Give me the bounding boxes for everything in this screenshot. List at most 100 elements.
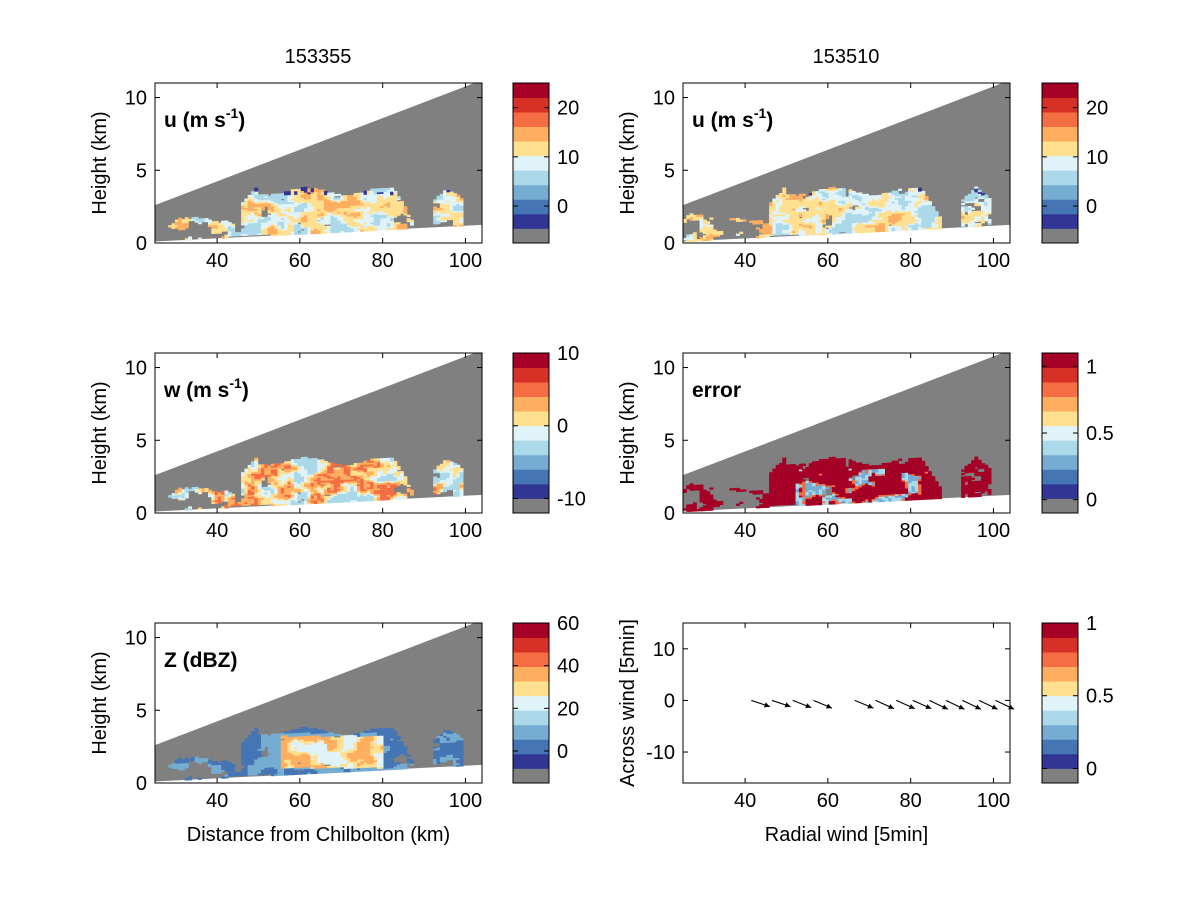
chart-w-153355-cell xyxy=(287,468,292,471)
chart-u-153355-cell xyxy=(456,194,461,197)
chart-w-153355-cell xyxy=(403,495,408,498)
chart-u-153510-cell xyxy=(858,195,863,199)
chart-w-153355-cell xyxy=(350,492,355,496)
chart-u-153355-cell xyxy=(327,192,332,195)
chart-u-153510-cell xyxy=(871,205,876,208)
chart-w-153355-cell xyxy=(370,477,375,481)
chart-u-153510-cell xyxy=(789,211,793,214)
chart-u-153355-cell xyxy=(386,215,391,218)
chart-error-153510-cell xyxy=(825,458,830,462)
chart-error-153510-cell xyxy=(832,477,836,480)
chart-u-153510-cell xyxy=(868,214,873,217)
chart-u-153355-cell xyxy=(433,216,438,220)
chart-w-153355-cell xyxy=(284,487,288,490)
chart-w-153355-cell xyxy=(449,473,454,477)
chart-u-153355-cell xyxy=(277,224,282,228)
chart-w-153355-cell xyxy=(284,461,288,464)
chart-u-153510-cell xyxy=(838,205,843,208)
chart-u-153355-cell xyxy=(340,197,345,200)
chart-u-153510-cell xyxy=(871,221,876,224)
chart-w-153355-cell xyxy=(254,480,259,483)
chart-u-153510-cell xyxy=(914,196,919,199)
chart-w-153355-cell xyxy=(261,490,265,493)
chart-w-153355-cell xyxy=(449,479,454,482)
chart-u-153510-cell xyxy=(855,218,860,222)
chart-u-153355-cell xyxy=(313,219,318,222)
chart-w-153355-cell xyxy=(400,471,404,474)
chart-u-153510-cell xyxy=(848,212,853,215)
chart-u-153510-cell xyxy=(802,204,807,207)
chart-u-153510-cell xyxy=(841,205,846,208)
chart-w-153355-cell xyxy=(224,494,229,497)
chart-w-153355-cell xyxy=(370,495,375,498)
chart-error-153510-cell xyxy=(858,464,863,467)
chart-u-153510-cell xyxy=(772,221,777,224)
chart-error-153510-cell xyxy=(798,469,803,472)
chart-w-153355-cell xyxy=(244,487,249,491)
chart-error-153510-cell xyxy=(785,501,790,504)
chart-u-153510-cell xyxy=(841,219,846,222)
chart-w-153355-cell xyxy=(254,494,259,497)
chart-w-153355-cell xyxy=(357,475,361,478)
chart-error-153510-cell xyxy=(808,499,813,503)
chart-w-153355-cell xyxy=(254,482,259,485)
chart-w-153355-cell xyxy=(317,496,322,499)
chart-u-153510-cell xyxy=(686,234,691,237)
chart-u-153510-cell xyxy=(805,205,810,208)
chart-w-153355-cell xyxy=(363,476,368,479)
chart-u-153510-cell xyxy=(967,223,972,226)
chart-error-153510-cell xyxy=(851,495,856,499)
chart-error-153510-cell xyxy=(792,495,797,498)
chart-u-153510-cell xyxy=(971,198,975,202)
chart-u-153510-cell xyxy=(805,202,810,205)
chart-w-153355-cell xyxy=(446,470,451,473)
chart-error-153510-cell xyxy=(858,467,863,470)
chart-w-153355-cell xyxy=(251,464,255,467)
colorbar-segment xyxy=(513,184,549,200)
chart-u-153355-cell xyxy=(184,219,189,222)
chart-u-153355-cell xyxy=(188,218,192,222)
chart-u-153355-cell xyxy=(300,197,305,200)
chart-u-153355-cell xyxy=(244,202,249,205)
chart-error-153510-cell xyxy=(795,491,800,495)
chart-w-153355-cell xyxy=(261,471,265,474)
chart-error-153510-cell xyxy=(855,476,860,479)
chart-error-153510-cell xyxy=(808,503,813,506)
chart-w-153355-cell xyxy=(241,477,245,480)
chart-u-153510-cell xyxy=(918,227,922,231)
chart-w-153355-cell xyxy=(343,472,348,475)
chart-error-153510-cell xyxy=(841,477,846,480)
chart-w-153355-cell xyxy=(353,478,358,481)
chart-u-153355-cell xyxy=(439,204,444,207)
chart-u-153355-cell xyxy=(264,204,269,207)
chart-u-153510-cell xyxy=(881,217,886,220)
chart-error-153510-cell xyxy=(802,470,807,473)
chart-u-153510-cell xyxy=(918,196,922,199)
chart-u-153510-cell xyxy=(815,229,820,232)
chart-w-153355-cell xyxy=(357,497,361,500)
chart-u-153510-cell xyxy=(865,193,869,197)
chart-w-153355-cell xyxy=(274,468,279,472)
chart-w-153355-cell xyxy=(257,497,262,500)
chart-u-153510-cell xyxy=(901,214,906,217)
chart-error-153510-echo-cells xyxy=(683,456,992,512)
chart-w-153355-cell xyxy=(254,475,259,478)
chart-w-153355-cell xyxy=(317,468,322,471)
chart-u-153355-cell xyxy=(251,191,255,194)
chart-error-153510-cell xyxy=(775,475,780,478)
chart-error-153510-cell xyxy=(861,498,866,502)
chart-u-153355-cell xyxy=(267,216,272,219)
chart-u-153355-cell xyxy=(357,203,361,206)
chart-u-153510-cell xyxy=(812,219,816,222)
chart-u-153510-cell xyxy=(795,214,800,218)
chart-u-153510-cell xyxy=(785,194,790,197)
chart-u-153510-cell xyxy=(775,201,780,205)
chart-error-153510-cell xyxy=(785,487,790,490)
chart-w-153355-cell xyxy=(410,491,414,494)
chart-u-153510-cell xyxy=(838,203,843,207)
chart-u-153355-cell xyxy=(383,222,388,226)
chart-u-153355-cell xyxy=(330,202,335,206)
chart-u-153510-cell xyxy=(931,221,936,225)
chart-error-153510-cell xyxy=(699,498,704,501)
chart-u-153510-cell xyxy=(878,196,883,199)
